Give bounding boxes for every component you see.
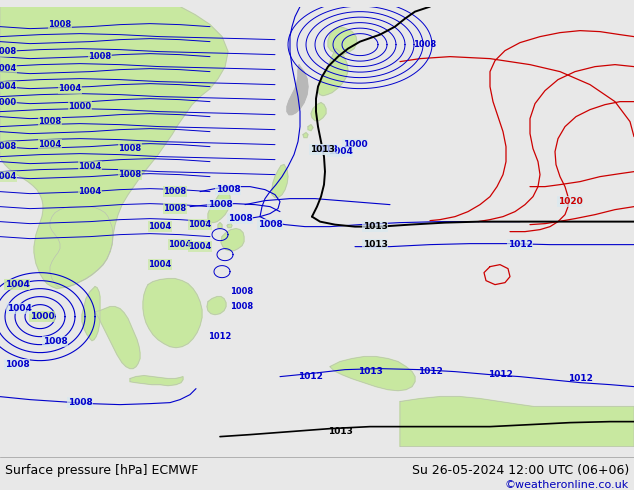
Text: 1004: 1004 [58, 84, 82, 93]
Polygon shape [272, 165, 288, 197]
Polygon shape [143, 279, 202, 347]
Text: 1004: 1004 [0, 82, 16, 91]
Text: 1008: 1008 [207, 200, 233, 209]
Polygon shape [207, 296, 226, 315]
Text: 1008: 1008 [119, 144, 141, 153]
Text: 1008: 1008 [216, 185, 240, 194]
Text: 1008: 1008 [413, 40, 437, 49]
Text: 1004: 1004 [188, 220, 212, 229]
Text: 1012: 1012 [567, 374, 592, 383]
Polygon shape [50, 207, 113, 288]
Polygon shape [318, 49, 348, 96]
Text: 1008: 1008 [164, 187, 186, 196]
Polygon shape [308, 124, 313, 131]
Text: 1004: 1004 [148, 222, 172, 231]
Text: 1008: 1008 [230, 287, 254, 296]
Text: 1004: 1004 [79, 187, 101, 196]
Text: 1013: 1013 [363, 240, 387, 249]
Polygon shape [0, 7, 228, 289]
Polygon shape [208, 185, 230, 222]
Text: 1008: 1008 [0, 142, 16, 151]
Text: 1012: 1012 [297, 372, 323, 381]
Text: 1004: 1004 [0, 172, 16, 181]
Text: 1013: 1013 [309, 145, 335, 154]
Polygon shape [330, 357, 415, 391]
Text: 1008: 1008 [230, 302, 254, 311]
Polygon shape [287, 65, 308, 115]
Text: Surface pressure [hPa] ECMWF: Surface pressure [hPa] ECMWF [5, 465, 198, 477]
Text: 1008: 1008 [0, 47, 16, 56]
Text: 1012: 1012 [508, 240, 533, 249]
Polygon shape [82, 287, 100, 341]
Text: 1008: 1008 [119, 170, 141, 179]
Text: 1000: 1000 [30, 312, 55, 321]
Text: 1004: 1004 [6, 304, 32, 313]
Text: 1012: 1012 [488, 370, 512, 379]
Polygon shape [400, 396, 634, 446]
Text: 1000: 1000 [0, 98, 16, 107]
Polygon shape [95, 307, 140, 368]
Text: 1004: 1004 [188, 242, 212, 251]
Text: 1008: 1008 [68, 398, 93, 407]
Text: 1008: 1008 [4, 360, 29, 369]
Polygon shape [311, 102, 326, 121]
Text: 1000: 1000 [68, 102, 91, 111]
Text: 1004: 1004 [4, 280, 29, 289]
Text: 1004: 1004 [169, 240, 191, 249]
Polygon shape [130, 376, 183, 386]
Text: 1013: 1013 [313, 145, 337, 154]
Text: 1004: 1004 [39, 140, 61, 149]
Text: Su 26-05-2024 12:00 UTC (06+06): Su 26-05-2024 12:00 UTC (06+06) [411, 465, 629, 477]
Text: ©weatheronline.co.uk: ©weatheronline.co.uk [505, 480, 629, 490]
Polygon shape [227, 223, 232, 228]
Text: 1008: 1008 [164, 204, 186, 213]
Text: 1008: 1008 [88, 52, 112, 61]
Text: 1004: 1004 [79, 162, 101, 171]
Polygon shape [303, 133, 308, 138]
Text: 1004: 1004 [328, 147, 353, 156]
Text: 1013: 1013 [328, 427, 353, 436]
Text: 1008: 1008 [42, 337, 67, 346]
Polygon shape [218, 222, 222, 229]
Text: 1008: 1008 [48, 20, 72, 29]
Polygon shape [221, 229, 244, 250]
Text: 1008: 1008 [228, 214, 252, 223]
Text: 1013: 1013 [358, 367, 382, 376]
Text: 1012: 1012 [418, 367, 443, 376]
Text: 1020: 1020 [558, 197, 583, 206]
Text: 1004: 1004 [148, 260, 172, 269]
Text: 1008: 1008 [257, 220, 282, 229]
Polygon shape [328, 26, 357, 54]
Text: 1004: 1004 [0, 64, 16, 73]
Text: 1008: 1008 [39, 117, 61, 126]
Text: 1012: 1012 [209, 332, 231, 341]
Text: 1000: 1000 [343, 140, 367, 149]
Text: 1013: 1013 [363, 222, 387, 231]
